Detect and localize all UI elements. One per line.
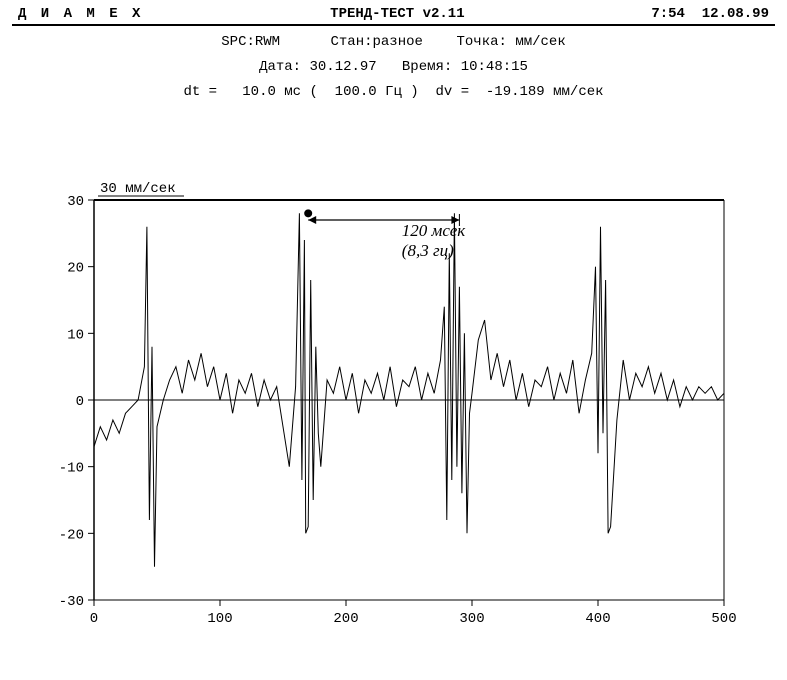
svg-text:20: 20 [67, 261, 84, 277]
screen: { "header":{ "brand":"Д И А М Е Х", "tit… [0, 0, 787, 680]
svg-text:-30: -30 [59, 594, 84, 610]
svg-text:120 мсек: 120 мсек [402, 221, 466, 240]
app-title: ТРЕНД-ТЕСТ v2.11 [330, 6, 464, 22]
svg-text:30: 30 [67, 194, 84, 210]
brand-text: Д И А М Е Х [18, 6, 143, 22]
timestamp: 7:54 12.08.99 [651, 6, 769, 22]
header-date: 12.08.99 [702, 6, 769, 22]
header-bar: Д И А М Е Х ТРЕНД-ТЕСТ v2.11 7:54 12.08.… [0, 0, 787, 24]
meta-line-3: dt = 10.0 мс ( 100.0 Гц ) dv = -19.189 м… [0, 80, 787, 105]
header-rule [12, 24, 775, 26]
meta-line-1: SPC:RWM Стан:разное Точка: мм/сек [0, 30, 787, 55]
svg-text:0: 0 [90, 611, 98, 627]
svg-text:0: 0 [76, 394, 84, 410]
svg-text:300: 300 [459, 611, 484, 627]
svg-text:30 мм/сек: 30 мм/сек [100, 181, 176, 197]
waveform-chart: -30-20-100102030010020030040050030 мм/се… [44, 170, 744, 640]
header-time: 7:54 [651, 6, 685, 22]
meta-line-2: Дата: 30.12.97 Время: 10:48:15 [0, 55, 787, 80]
svg-text:10: 10 [67, 327, 84, 343]
chart-svg: -30-20-100102030010020030040050030 мм/се… [44, 170, 744, 640]
svg-text:100: 100 [207, 611, 232, 627]
svg-text:400: 400 [585, 611, 610, 627]
svg-text:-20: -20 [59, 527, 84, 543]
svg-text:-10: -10 [59, 461, 84, 477]
svg-text:(8,3 гц): (8,3 гц) [402, 241, 454, 260]
svg-text:500: 500 [711, 611, 736, 627]
meta-block: SPC:RWM Стан:разное Точка: мм/сек Дата: … [0, 30, 787, 106]
svg-text:200: 200 [333, 611, 358, 627]
